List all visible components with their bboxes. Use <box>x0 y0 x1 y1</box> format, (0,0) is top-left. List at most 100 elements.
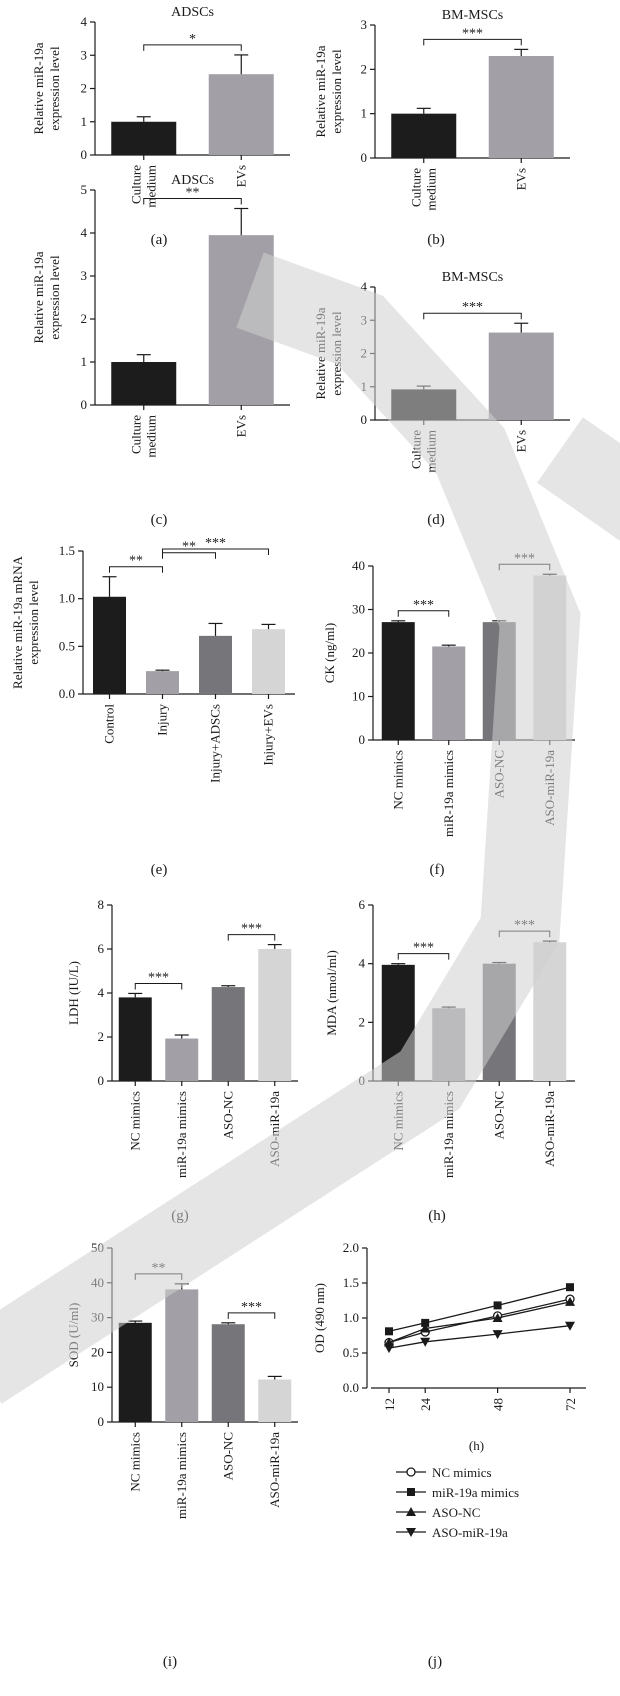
panel-j: 0.0 0.5 1.0 1.5 2.0 OD (490 nm) 12 24 48 72 (h) NC … <box>312 1240 586 1670</box>
marker-triangle-up <box>420 1323 431 1333</box>
y-axis-label: expression level <box>47 46 62 131</box>
x-tick-label: miR-19a mimics <box>174 1091 189 1178</box>
x-tick-label: Culture <box>128 415 143 454</box>
y-tick-label: 4 <box>81 225 88 240</box>
panel-a: ADSCs 0 1 2 3 4 Relative miR-19a expression lev… <box>31 5 290 248</box>
panel-title: BM-MSCs <box>442 8 503 23</box>
x-tick-label: medium <box>423 168 438 211</box>
x-tick-label: miR-19a mimics <box>441 750 456 837</box>
marker-triangle-up <box>565 1296 575 1306</box>
x-tick-label: 24 <box>418 1398 433 1412</box>
x-tick-label: EVs <box>233 165 248 187</box>
x-tick-label: NC mimics <box>390 750 405 810</box>
y-tick-label: 8 <box>98 897 105 912</box>
marker-triangle-down <box>492 1330 503 1340</box>
y-tick-label: 1 <box>361 106 368 121</box>
y-axis-label: Relative miR-19a <box>31 251 46 343</box>
y-axis-label: OD (490 nm) <box>312 1283 327 1353</box>
significance-bracket <box>109 566 163 573</box>
bar-1 <box>208 74 274 155</box>
y-tick-label: 0 <box>361 412 368 427</box>
x-tick-label: medium <box>143 165 158 208</box>
y-tick-label: 6 <box>359 897 366 912</box>
y-tick-label: 4 <box>81 14 88 29</box>
marker-triangle-up <box>406 1507 416 1516</box>
x-tick-label: medium <box>143 415 158 458</box>
y-tick-label: 10 <box>91 1379 104 1394</box>
y-tick-label: 0 <box>359 732 366 747</box>
x-tick-label: EVs <box>233 415 248 437</box>
retraction-watermark <box>0 252 620 1404</box>
panel-title: ADSCs <box>171 5 214 20</box>
x-tick-label: ASO-NC <box>220 1432 235 1480</box>
panel-label: (a) <box>151 232 168 248</box>
bar-0 <box>118 1322 152 1422</box>
significance-bracket <box>423 38 522 46</box>
significance-bracket <box>134 982 183 990</box>
marker-triangle-down <box>384 1344 394 1354</box>
y-tick-label: 30 <box>352 602 365 617</box>
y-tick-label: 1.5 <box>59 543 75 558</box>
y-tick-label: 40 <box>352 558 365 573</box>
legend: NC mimics miR-19a mimics ASO-NC ASO-miR-19a <box>396 1465 519 1540</box>
bar-1 <box>165 1289 199 1422</box>
y-tick-label: 1.5 <box>343 1275 359 1290</box>
bar-3 <box>258 949 292 1081</box>
significance-label: ** <box>129 554 143 569</box>
bar-2 <box>211 987 245 1081</box>
panel-label: (b) <box>427 232 445 248</box>
x-tick-label: ASO-NC <box>220 1091 235 1139</box>
y-tick-label: 3 <box>81 47 88 62</box>
panel-e: 0.0 0.5 1.0 1.5 Relative miR-19a mRNA express… <box>10 536 295 878</box>
series-3 <box>384 1321 575 1354</box>
significance-label: *** <box>413 941 434 956</box>
bar-1 <box>146 671 179 694</box>
x-tick-label: Injury <box>155 704 170 736</box>
y-tick-label: 2.0 <box>343 1240 359 1255</box>
y-tick-label: 2 <box>359 1014 366 1029</box>
y-tick-label: 20 <box>91 1344 104 1359</box>
x-tick-label: 48 <box>491 1398 506 1411</box>
x-tick-label: miR-19a mimics <box>174 1432 189 1519</box>
significance-label: *** <box>413 598 434 613</box>
panel-c: ADSCs 0 1 2 3 4 5 Relative miR-19a expression le… <box>31 173 290 528</box>
marker-triangle-down <box>406 1528 416 1537</box>
x-tick-label: EVs <box>513 168 528 190</box>
marker-square <box>493 1301 502 1310</box>
panel-title: BM-MSCs <box>442 270 503 285</box>
y-tick-label: 0 <box>81 147 88 162</box>
significance-label: *** <box>462 300 483 315</box>
y-tick-label: 2 <box>361 61 368 76</box>
panel-label: (i) <box>163 1654 177 1670</box>
bar-1 <box>488 332 554 420</box>
significance-label: ** <box>182 540 196 555</box>
y-tick-label: 0 <box>361 150 368 165</box>
significance-bracket <box>423 312 522 320</box>
panel-title: ADSCs <box>171 173 214 188</box>
significance-bracket <box>162 552 216 559</box>
x-tick-label: Injury+EVs <box>261 704 276 766</box>
significance-bracket <box>227 934 276 941</box>
watermark-stroke <box>0 252 581 1404</box>
bar-0 <box>93 596 126 694</box>
y-tick-label: 1.0 <box>59 591 75 606</box>
x-tick-label: ASO-NC <box>491 1091 506 1139</box>
significance-bracket <box>143 44 242 51</box>
marker-triangle-down <box>420 1337 431 1347</box>
significance-label: *** <box>205 536 226 551</box>
x-tick-label: NC mimics <box>127 1091 142 1151</box>
significance-bracket <box>227 1312 276 1319</box>
panel-label: (j) <box>428 1654 442 1670</box>
bar-0 <box>391 113 457 158</box>
y-tick-label: 4 <box>98 985 105 1000</box>
significance-label: * <box>189 32 196 47</box>
y-tick-label: 0 <box>81 397 88 412</box>
marker-square <box>385 1327 393 1336</box>
y-tick-label: 4 <box>361 279 368 294</box>
marker-circle <box>406 1467 416 1477</box>
marker-square <box>407 1488 415 1496</box>
y-axis-label: expression level <box>329 49 344 134</box>
bar-2 <box>199 635 232 694</box>
y-tick-label: 2 <box>81 81 88 96</box>
